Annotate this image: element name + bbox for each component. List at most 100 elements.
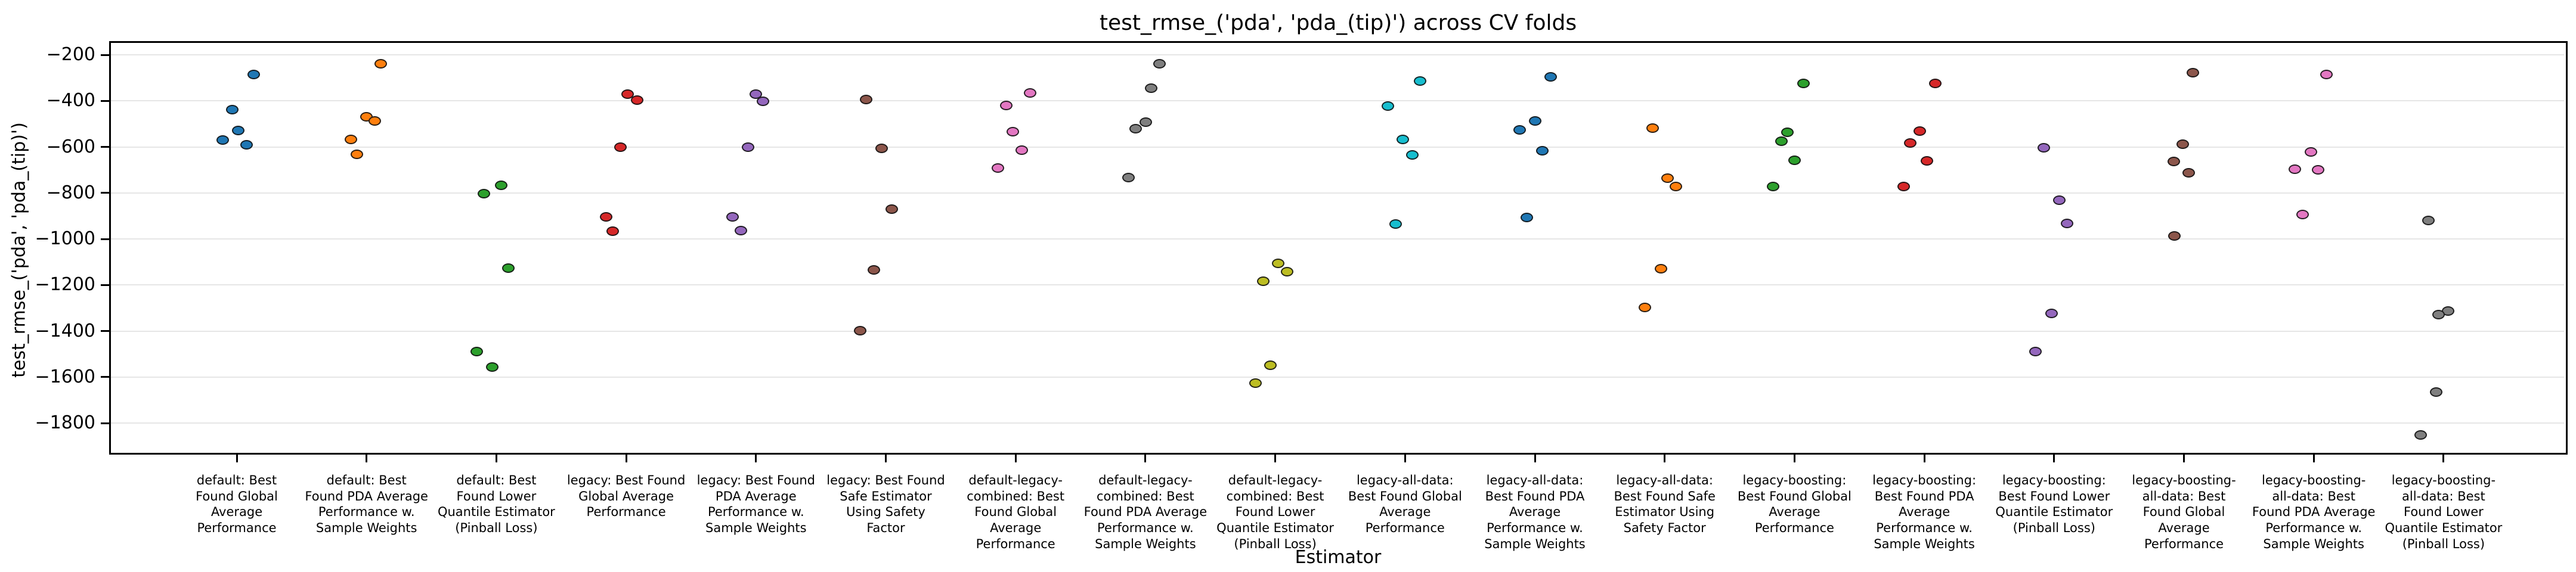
data-point xyxy=(2296,209,2309,219)
data-point xyxy=(1544,72,1557,82)
y-tick-label: −400 xyxy=(46,90,95,111)
data-point xyxy=(599,212,612,222)
x-tick-mark xyxy=(236,454,238,462)
left-spine xyxy=(109,41,111,455)
data-point xyxy=(240,140,253,150)
data-point xyxy=(630,95,643,105)
x-tick-mark xyxy=(1664,454,1666,462)
data-point xyxy=(614,142,627,152)
x-tick-mark xyxy=(1274,454,1277,462)
x-tick-mark xyxy=(2053,454,2055,462)
data-point xyxy=(369,116,382,126)
data-point xyxy=(2311,165,2324,175)
y-gridline xyxy=(111,376,2564,378)
data-point xyxy=(1249,378,1262,388)
x-tick-mark xyxy=(2312,454,2315,462)
data-point xyxy=(1528,116,1541,126)
x-tick-mark xyxy=(885,454,887,462)
data-point xyxy=(1661,173,1674,183)
data-point xyxy=(2045,308,2058,318)
data-point xyxy=(854,325,866,335)
data-point xyxy=(351,149,364,159)
y-gridline xyxy=(111,100,2564,102)
data-point xyxy=(1646,123,1659,133)
data-point xyxy=(2187,68,2199,78)
x-tick-label: legacy-all-data: Best Found PDA Average … xyxy=(1484,473,1586,551)
data-point xyxy=(1281,266,1294,276)
data-point xyxy=(1788,155,1801,165)
data-point xyxy=(2288,164,2301,174)
data-point xyxy=(1413,76,1426,86)
y-tick-mark xyxy=(101,330,109,332)
x-tick-mark xyxy=(625,454,627,462)
x-tick-label: legacy-boosting: Best Found Global Avera… xyxy=(1737,473,1852,535)
y-tick-label: −1600 xyxy=(35,366,95,387)
x-axis-label: Estimator xyxy=(1295,547,1382,568)
y-tick-mark xyxy=(101,100,109,102)
x-tick-mark xyxy=(1793,454,1795,462)
y-tick-mark xyxy=(101,284,109,286)
y-tick-mark xyxy=(101,422,109,424)
data-point xyxy=(470,346,483,356)
data-point xyxy=(2176,139,2189,150)
x-tick-mark xyxy=(1923,454,1925,462)
data-point xyxy=(1264,360,1277,371)
x-tick-mark xyxy=(2183,454,2185,462)
data-point xyxy=(868,265,880,275)
y-tick-mark xyxy=(101,238,109,240)
data-point xyxy=(991,163,1004,173)
data-point xyxy=(2038,143,2051,153)
data-point xyxy=(1122,173,1135,183)
x-tick-label: default-legacy- combined: Best Found Low… xyxy=(1216,473,1335,551)
data-point xyxy=(2029,346,2042,356)
data-point xyxy=(1015,145,1028,156)
x-tick-label: default-legacy- combined: Best Found Glo… xyxy=(967,473,1065,551)
x-tick-label: legacy: Best Found PDA Average Performan… xyxy=(696,473,816,535)
data-point xyxy=(1006,126,1019,136)
y-tick-label: −800 xyxy=(46,182,95,203)
y-tick-mark xyxy=(101,376,109,378)
data-point xyxy=(345,134,358,144)
data-point xyxy=(606,226,619,236)
x-tick-label: legacy: Best Found Global Average Perfor… xyxy=(566,473,686,520)
x-tick-label: legacy-boosting- all-data: Best Found Lo… xyxy=(2385,473,2503,551)
top-spine xyxy=(109,41,2568,43)
data-point xyxy=(875,143,888,153)
data-point xyxy=(1023,88,1036,98)
data-point xyxy=(735,225,748,235)
x-tick-label: legacy-all-data: Best Found Global Avera… xyxy=(1348,473,1462,535)
x-tick-label: default-legacy- combined: Best Found PDA… xyxy=(1083,473,1208,551)
data-point xyxy=(886,204,898,214)
data-point xyxy=(1396,135,1409,145)
data-point xyxy=(1272,258,1285,268)
data-point xyxy=(1389,219,1402,229)
data-point xyxy=(494,181,507,190)
data-point xyxy=(1797,78,1810,88)
x-tick-mark xyxy=(2442,454,2445,462)
data-point xyxy=(1920,156,1933,166)
y-tick-label: −1000 xyxy=(35,228,95,249)
x-tick-label: default: Best Found PDA Average Performa… xyxy=(305,473,428,535)
data-point xyxy=(1535,146,1549,156)
data-point xyxy=(1520,213,1533,223)
data-point xyxy=(2414,430,2428,440)
data-point xyxy=(1897,182,1910,192)
data-point xyxy=(999,101,1013,111)
data-point xyxy=(1928,78,1942,88)
y-tick-label: −1400 xyxy=(35,320,95,341)
data-point xyxy=(1655,264,1668,274)
data-point xyxy=(1145,83,1158,93)
x-tick-mark xyxy=(495,454,497,462)
y-gridline xyxy=(111,146,2564,148)
data-point xyxy=(2053,195,2066,205)
x-tick-label: legacy-boosting: Best Found PDA Average … xyxy=(1872,473,1977,551)
data-point xyxy=(757,97,770,107)
y-gridline xyxy=(111,192,2564,194)
x-tick-mark xyxy=(1014,454,1017,462)
data-point xyxy=(860,95,872,105)
data-point xyxy=(1513,125,1526,135)
y-tick-mark xyxy=(101,54,109,56)
data-point xyxy=(742,142,755,152)
data-point xyxy=(1140,117,1153,127)
